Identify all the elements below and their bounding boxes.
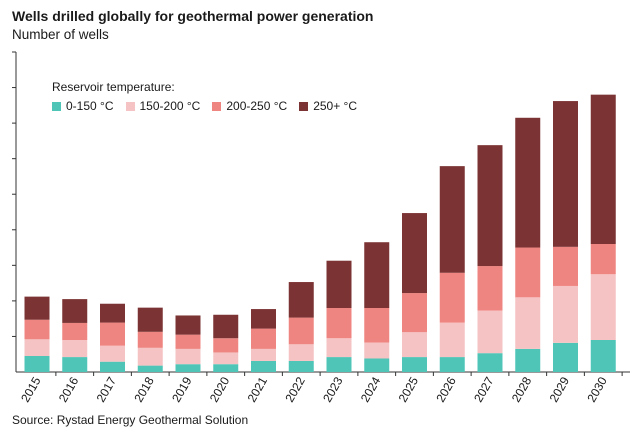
bar-segment [515,297,541,349]
bar-segment [326,308,352,339]
bar-segment [62,340,88,358]
bar-segment [402,293,427,333]
bar-segment [364,358,390,372]
legend-label: 200-250 °C [226,99,288,113]
bar-segment [364,242,390,308]
bar-segment [326,338,352,358]
legend-item-150-200: 150-200 °C [125,99,201,113]
bar-segment [24,339,50,356]
bar-segment [439,166,465,273]
x-tick-label: 2023 [320,374,346,404]
bar-segment [251,348,276,361]
bar-segment [590,274,616,340]
bar-segment [590,244,616,275]
bar-segment [477,266,503,311]
bar-segment [251,309,276,329]
bar-segment [100,361,125,372]
legend-label: 150-200 °C [139,99,201,113]
bar-segment [62,357,88,372]
bar-segment [251,360,276,372]
bar-segment [364,342,390,359]
bar-segment [590,340,616,372]
bar-segment [137,365,163,372]
bar-segment [515,117,541,248]
legend-title: Reservoir temperature: [52,80,175,94]
bar-segment [213,364,239,372]
bar-segment [477,310,503,354]
bar-segment [100,303,125,323]
bar-segment [326,357,352,372]
bar-segment [439,322,465,358]
x-tick-label: 2027 [471,374,497,404]
bar-segment [402,213,427,294]
legend-swatch [299,101,309,111]
bar-segment [288,360,314,372]
x-tick-label: 2026 [433,374,459,404]
legend-label: 0-150 °C [66,99,114,113]
bar-segment [175,334,201,349]
x-tick-label: 2030 [584,374,610,404]
legend-item-0-150: 0-150 °C [52,99,114,113]
bar-segment [137,347,163,366]
bar-segment [590,94,616,245]
bar-segment [100,322,125,346]
bar-segment [553,246,578,286]
x-tick-label: 2015 [18,374,44,404]
bar-segment [24,296,50,320]
bar-segment [288,282,314,318]
x-tick-label: 2019 [169,374,195,404]
chart-subtitle: Number of wells [12,27,109,42]
bar-segment [553,342,578,372]
bar-segment [24,356,50,372]
bar-segment [439,357,465,372]
legend-label: 250+ °C [313,99,358,113]
bar-segment [62,322,88,340]
bar-segment [175,348,201,365]
bar-segment [137,331,163,348]
bar-segment [251,328,276,349]
bar-segment [213,338,239,353]
bar-segment [553,285,578,343]
bar-segment [175,364,201,372]
legend-item-250-plus: 250+ °C [299,99,357,113]
bar-segment [213,352,239,365]
legend-items: 0-150 °C 150-200 °C 200-250 °C 250+ °C [52,99,357,113]
bar-segment [175,315,201,335]
bar-segment [402,357,427,372]
bar-segment [213,314,239,339]
legend-swatch [212,101,222,111]
bar-segment [288,317,314,345]
bar-segment [402,332,427,358]
x-tick-label: 2029 [547,374,573,404]
bar-segment [24,319,50,340]
bar-segment [62,299,88,323]
x-tick-label: 2016 [56,374,82,404]
bar-segment [326,260,352,308]
source-note: Source: Rystad Energy Geothermal Solutio… [12,413,249,427]
x-tick-label: 2018 [131,374,157,404]
x-tick-label: 2021 [245,374,271,404]
bar-segment [288,344,314,361]
x-tick-label: 2028 [509,374,535,404]
x-tick-label: 2022 [282,374,308,404]
bar-segment [515,348,541,372]
bar-segment [137,307,163,332]
bar-segment [439,272,465,323]
legend-swatch [52,101,61,111]
bar-segment [477,353,503,372]
bar-segment [515,247,541,298]
bar-segment [364,308,390,343]
legend-item-200-250: 200-250 °C [212,99,287,113]
bar-segment [100,345,125,362]
legend-swatch [125,101,135,111]
bar-segment [553,101,578,247]
x-tick-label: 2024 [358,374,384,404]
x-tick-label: 2020 [207,374,233,404]
legend: Reservoir temperature: 0-150 °C 150-200 … [52,80,357,113]
x-tick-label: 2025 [396,374,422,404]
bar-segment [477,145,503,267]
x-tick-label: 2017 [94,374,120,404]
chart-title: Wells drilled globally for geothermal po… [12,8,374,24]
